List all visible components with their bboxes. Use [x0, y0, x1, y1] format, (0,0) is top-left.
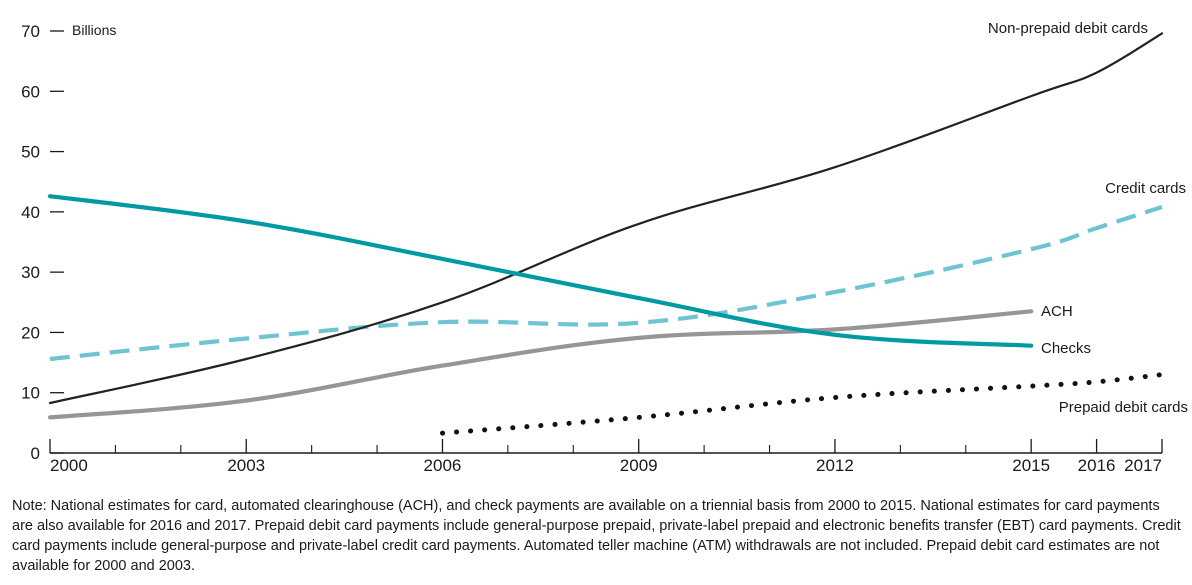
y-unit-label: Billions: [72, 22, 116, 38]
series-label-ach: ACH: [1041, 303, 1073, 320]
y-tick-label: 10: [21, 384, 40, 403]
x-tick-label: 2000: [50, 456, 88, 475]
series-label-prepaid-debit-cards: Prepaid debit cards: [1059, 399, 1188, 416]
y-tick-label: 60: [21, 82, 40, 101]
series-line-ach: [47, 309, 1034, 420]
series-line-credit-cards: [49, 205, 1163, 362]
x-tick-label: 2016: [1078, 456, 1116, 475]
line-chart: 0 10 20 30 40 50 60 70 Billions 2000 2003 2006 2009 2…: [21, 20, 1188, 475]
y-tick-label: 0: [31, 444, 40, 463]
y-tick-label: 40: [21, 203, 40, 222]
x-tick-label: 2009: [620, 456, 658, 475]
series-label-credit-cards: Credit cards: [1105, 180, 1186, 197]
series-line-checks: [47, 194, 1034, 348]
x-tick-label: 2017: [1124, 456, 1162, 475]
axes: 0 10 20 30 40 50 60 70 Billions 2000 2003 2006 2009 2…: [21, 22, 1163, 475]
x-tick-label: 2006: [424, 456, 462, 475]
series-line-non-prepaid-debit-cards: [48, 32, 1164, 405]
x-tick-label: 2003: [227, 456, 265, 475]
series-label-non-prepaid-debit-cards: Non-prepaid debit cards: [988, 20, 1148, 37]
series-lines: [47, 32, 1165, 436]
series-labels: Non-prepaid debit cards Credit cards ACH Ch…: [988, 20, 1188, 416]
chart-note: Note: National estimates for card, autom…: [12, 498, 1181, 574]
y-tick-label: 30: [21, 263, 40, 282]
y-tick-label: 20: [21, 323, 40, 342]
x-tick-label: 2012: [816, 456, 854, 475]
series-line-prepaid-debit-cards: [440, 372, 1165, 436]
x-tick-label: 2015: [1012, 456, 1050, 475]
chart-container: 0 10 20 30 40 50 60 70 Billions 2000 2003 2006 2009 2…: [21, 20, 1188, 475]
y-tick-label: 70: [21, 22, 40, 41]
y-tick-label: 50: [21, 143, 40, 162]
series-label-checks: Checks: [1041, 340, 1091, 357]
